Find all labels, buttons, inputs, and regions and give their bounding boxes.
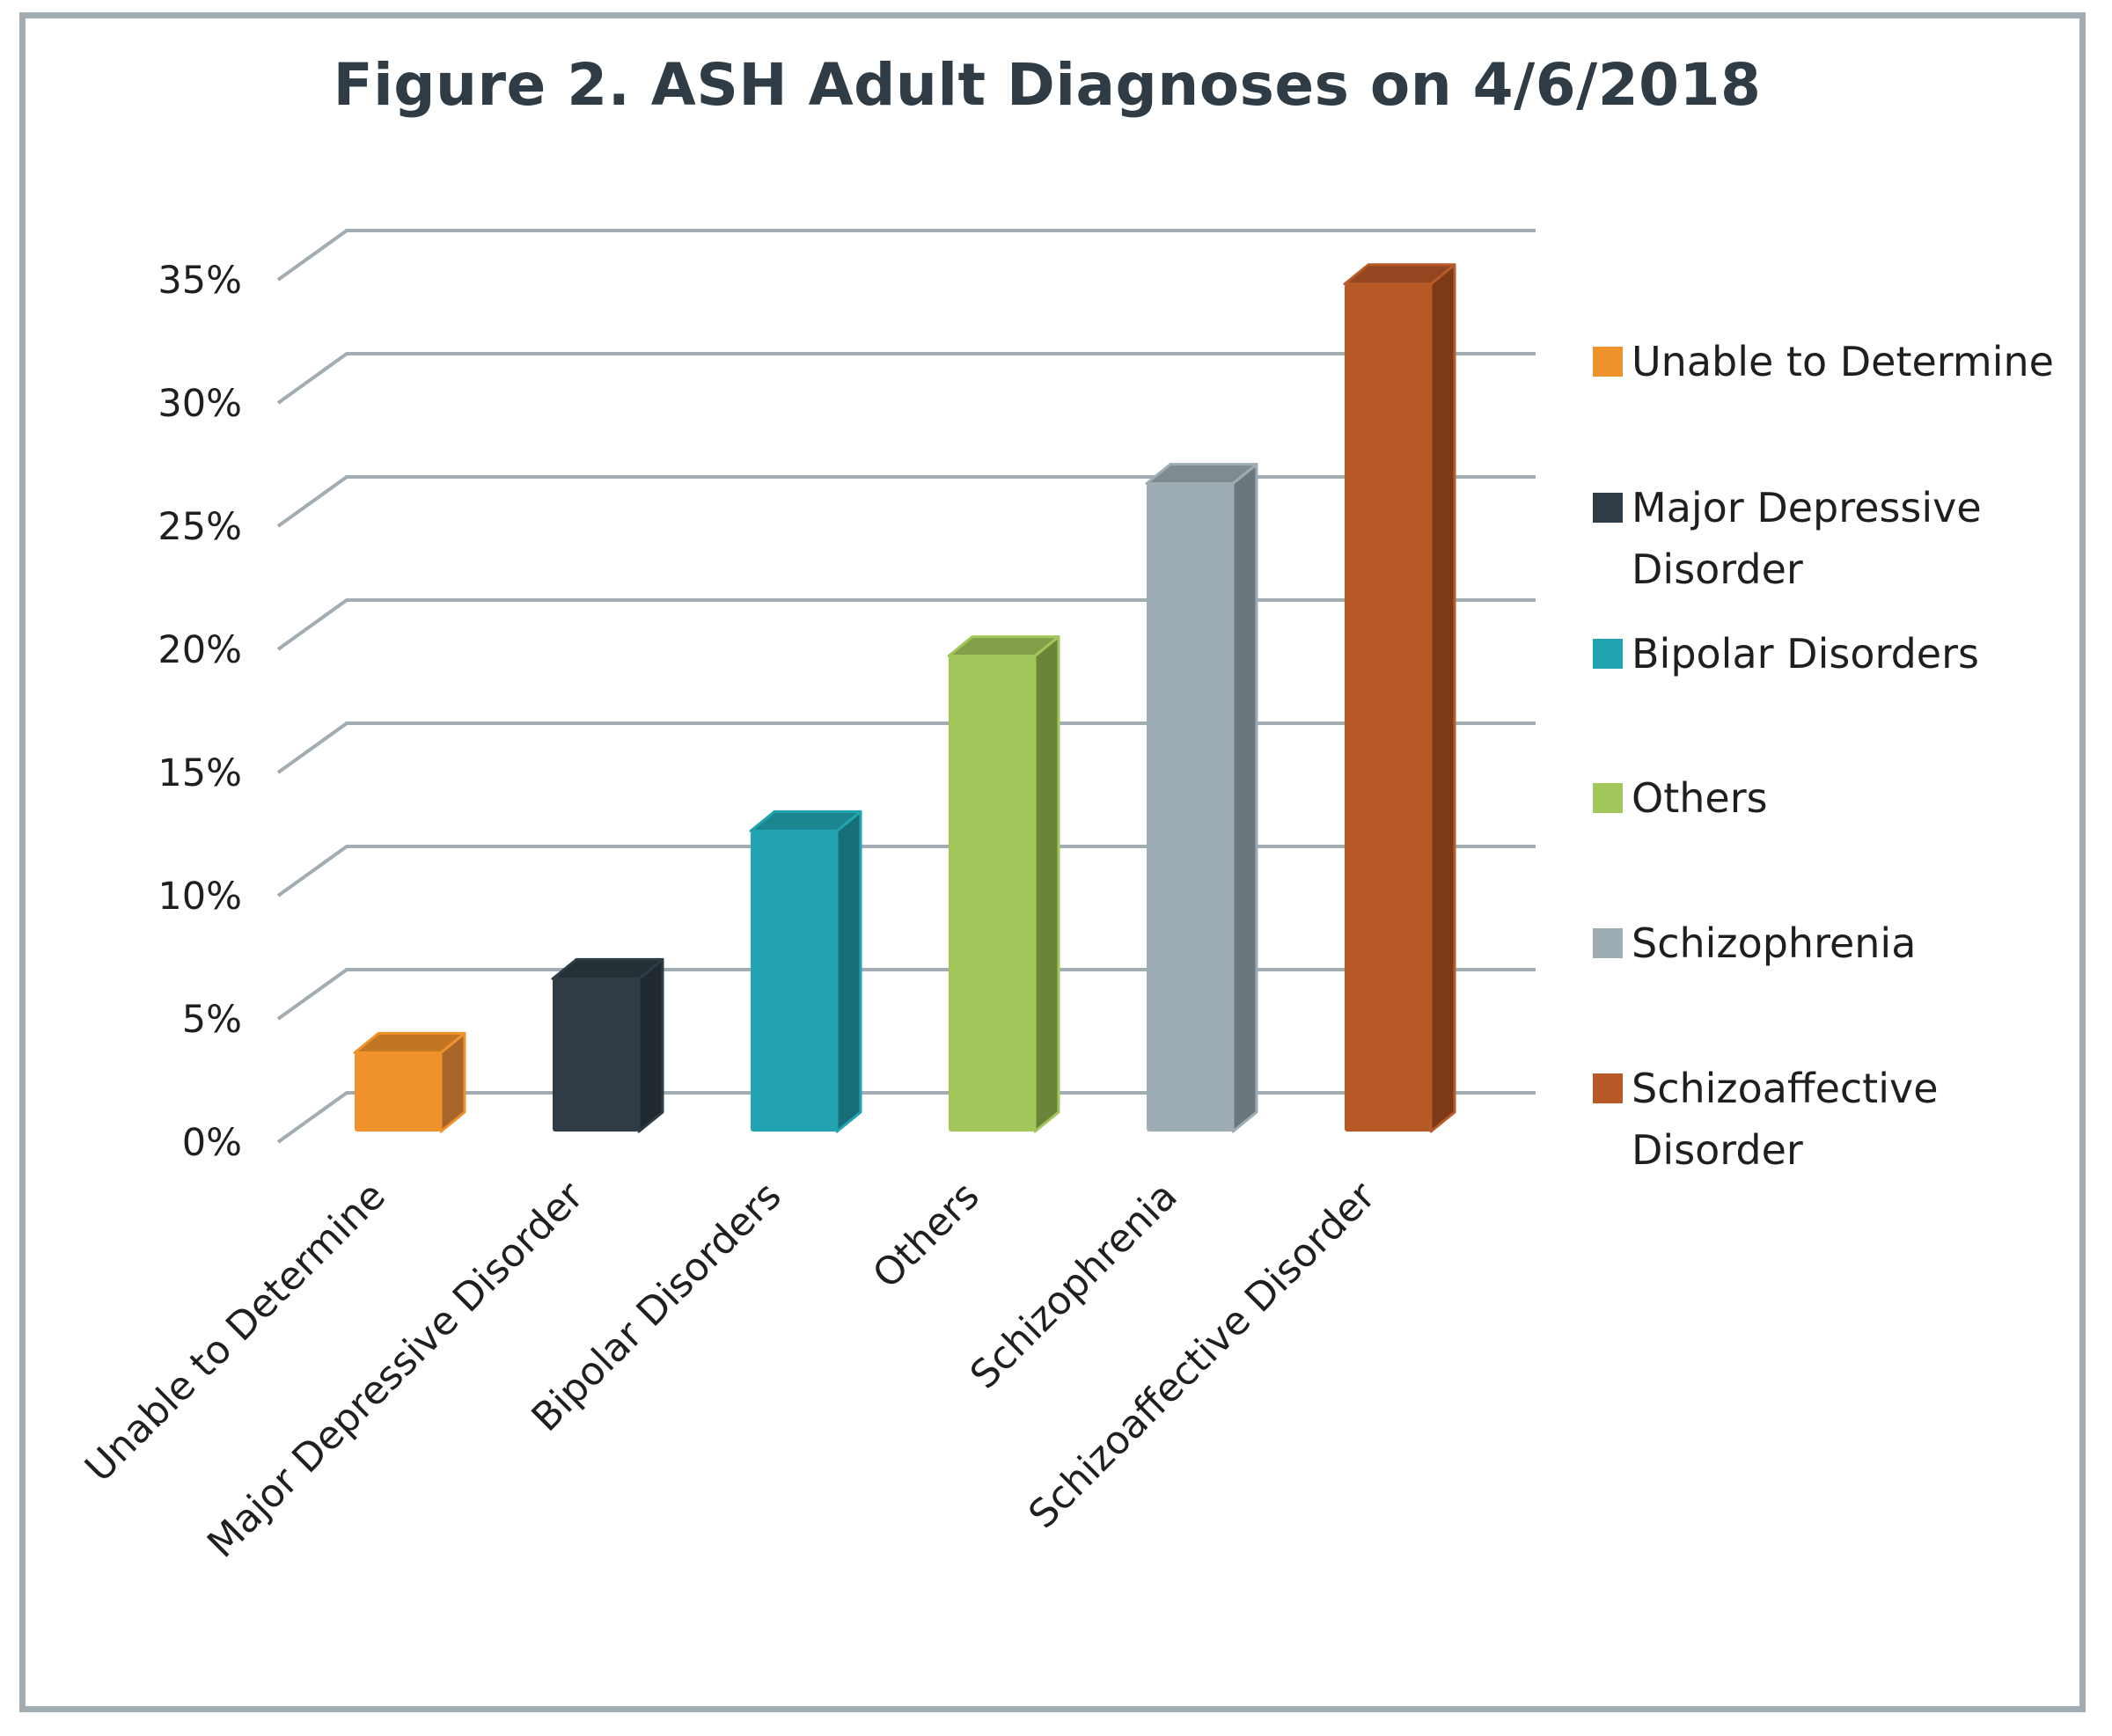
legend-label: Schizophrenia <box>1632 919 1916 967</box>
legend-swatch <box>1593 928 1623 958</box>
x-tick-label: Major Depressive Disorder <box>199 1173 592 1566</box>
legend-item: Major Depressive Disorder <box>1593 484 1982 593</box>
bar-front <box>1147 483 1233 1132</box>
y-tick-label: 30% <box>158 382 242 426</box>
legend-label: Disorder <box>1632 1126 1803 1174</box>
gridline <box>276 352 1536 405</box>
legend-label: Major Depressive <box>1632 484 1982 531</box>
bar-side <box>1231 463 1258 1133</box>
legend-label: Disorder <box>1632 546 1803 593</box>
y-tick-label: 35% <box>158 259 242 303</box>
legend-label: Schizoaffective <box>1632 1065 1939 1112</box>
bar <box>353 1031 466 1133</box>
bar-side <box>637 957 664 1133</box>
legend-item: Schizophrenia <box>1593 919 1916 967</box>
gridline <box>276 475 1536 528</box>
legend-label: Unable to Determine <box>1632 338 2054 385</box>
legend-label: Others <box>1632 774 1768 822</box>
bar-side <box>1033 635 1060 1133</box>
y-tick-label: 10% <box>158 875 242 919</box>
legend-swatch <box>1593 639 1623 669</box>
bar <box>749 809 862 1133</box>
gridlines <box>276 229 1536 1144</box>
bar-front <box>553 978 639 1132</box>
bar <box>551 957 664 1133</box>
y-tick-label: 20% <box>158 628 242 672</box>
legend-label: Bipolar Disorders <box>1632 630 1979 678</box>
gridline <box>276 722 1536 774</box>
legend-swatch <box>1593 347 1623 377</box>
y-tick-label: 15% <box>158 751 242 795</box>
bar <box>1145 463 1258 1133</box>
legend-item: Schizoaffective Disorder <box>1593 1065 1939 1174</box>
x-tick-label: Schizoaffective Disorder <box>1020 1173 1384 1537</box>
y-tick-label: 5% <box>182 998 242 1042</box>
bar <box>947 635 1060 1133</box>
legend-item: Unable to Determine <box>1593 338 2054 385</box>
gridline <box>276 598 1536 651</box>
y-tick-label: 0% <box>182 1121 242 1165</box>
legend-swatch <box>1593 783 1623 813</box>
bar-front <box>1345 283 1431 1132</box>
gridline <box>276 845 1536 897</box>
bars <box>353 263 1456 1133</box>
y-axis-tick-labels: 0% 5% 10% 15% 20% 25% 30% 35% <box>158 259 242 1165</box>
bar <box>1343 263 1456 1133</box>
legend-item: Others <box>1593 774 1768 822</box>
gridline <box>276 1091 1536 1144</box>
legend-swatch <box>1593 1073 1623 1103</box>
bar-front <box>751 831 837 1132</box>
gridline <box>276 968 1536 1021</box>
legend-item: Bipolar Disorders <box>1593 630 1979 678</box>
legend-swatch <box>1593 493 1623 523</box>
x-tick-label: Schizophrenia <box>962 1174 1186 1398</box>
bar-side <box>1429 263 1456 1133</box>
gridline <box>276 229 1536 282</box>
legend: Unable to Determine Major Depressive Disor… <box>1593 338 2054 1174</box>
x-tick-label: Others <box>864 1174 988 1298</box>
bar-side <box>835 809 862 1133</box>
chart-title: Figure 2. ASH Adult Diagnoses on 4/6/201… <box>333 51 1762 119</box>
y-tick-label: 25% <box>158 505 242 549</box>
bar-front <box>949 656 1035 1132</box>
bar-front <box>355 1052 441 1132</box>
